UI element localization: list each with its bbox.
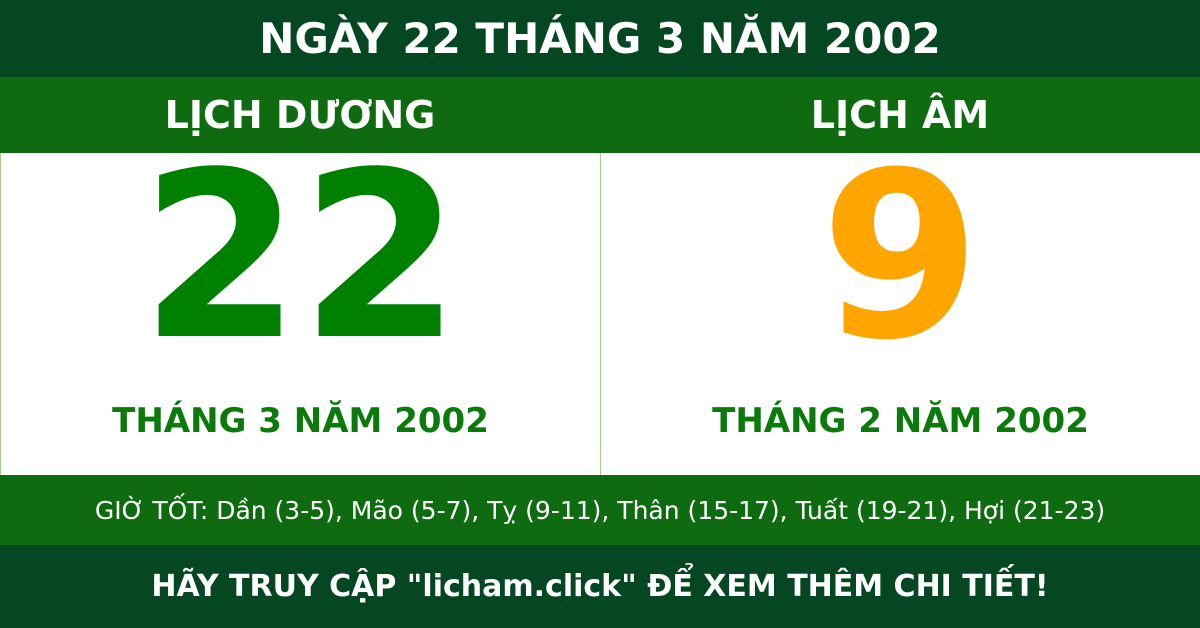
solar-day: 22	[140, 124, 461, 391]
page-title: NGÀY 22 THÁNG 3 NĂM 2002	[0, 0, 1200, 77]
lunar-panel: 9 THÁNG 2 NĂM 2002	[600, 143, 1200, 475]
footer-cta: HÃY TRUY CẬP "licham.click" ĐỂ XEM THÊM …	[0, 545, 1200, 628]
lunar-month-year: THÁNG 2 NĂM 2002	[712, 401, 1089, 441]
good-hours: GIỜ TỐT: Dần (3-5), Mão (5-7), Tỵ (9-11)…	[0, 475, 1200, 545]
solar-calendar-label: LỊCH DƯƠNG	[164, 93, 436, 137]
calendar-headers: LỊCH DƯƠNG LỊCH ÂM	[0, 77, 1200, 153]
lunar-calendar-label: LỊCH ÂM	[810, 93, 990, 137]
calendar-body: 22 THÁNG 3 NĂM 2002 9 THÁNG 2 NĂM 2002	[0, 143, 1200, 475]
solar-month-year: THÁNG 3 NĂM 2002	[112, 401, 489, 441]
lunar-day: 9	[820, 124, 981, 391]
solar-panel: 22 THÁNG 3 NĂM 2002	[0, 143, 600, 475]
